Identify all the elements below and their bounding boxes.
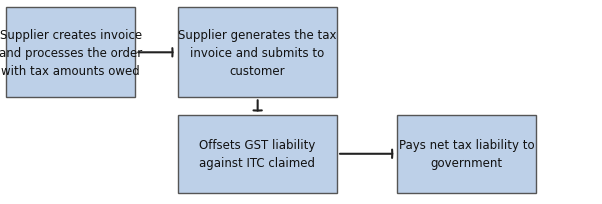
Text: Pays net tax liability to
government: Pays net tax liability to government [399,139,535,170]
FancyBboxPatch shape [178,115,337,193]
Text: Supplier creates invoice
and processes the order
with tax amounts owed: Supplier creates invoice and processes t… [0,29,142,78]
FancyBboxPatch shape [397,115,536,193]
FancyBboxPatch shape [6,8,135,98]
FancyBboxPatch shape [178,8,337,98]
Text: Supplier generates the tax
invoice and submits to
customer: Supplier generates the tax invoice and s… [178,29,337,78]
Text: Offsets GST liability
against ITC claimed: Offsets GST liability against ITC claime… [199,139,315,170]
